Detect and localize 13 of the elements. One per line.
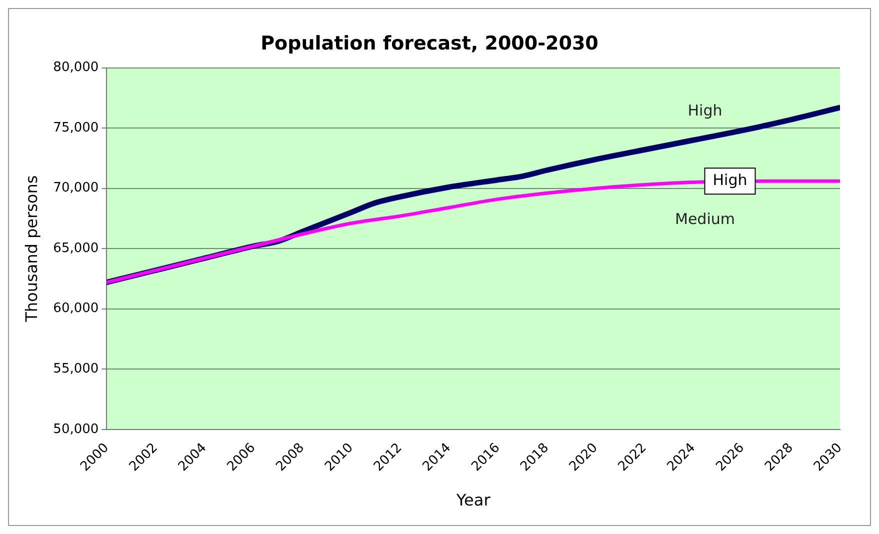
- y-tick-label: 55,000: [53, 361, 99, 376]
- annotation: High: [712, 170, 748, 189]
- y-tick-label: 80,000: [53, 60, 99, 76]
- series-label: High: [688, 102, 722, 120]
- y-tick-label: 60,000: [53, 301, 99, 316]
- y-tick-label: 75,000: [53, 120, 99, 136]
- y-tick-label: 65,000: [53, 240, 99, 256]
- x-axis-title: Year: [455, 490, 491, 510]
- y-tick-label: 70,000: [53, 180, 99, 196]
- series-label: Medium: [675, 210, 735, 228]
- chart-title: Population forecast, 2000-2030: [260, 32, 598, 54]
- y-axis-title: Thousand persons: [22, 175, 41, 323]
- y-tick-label: 50,000: [53, 422, 99, 437]
